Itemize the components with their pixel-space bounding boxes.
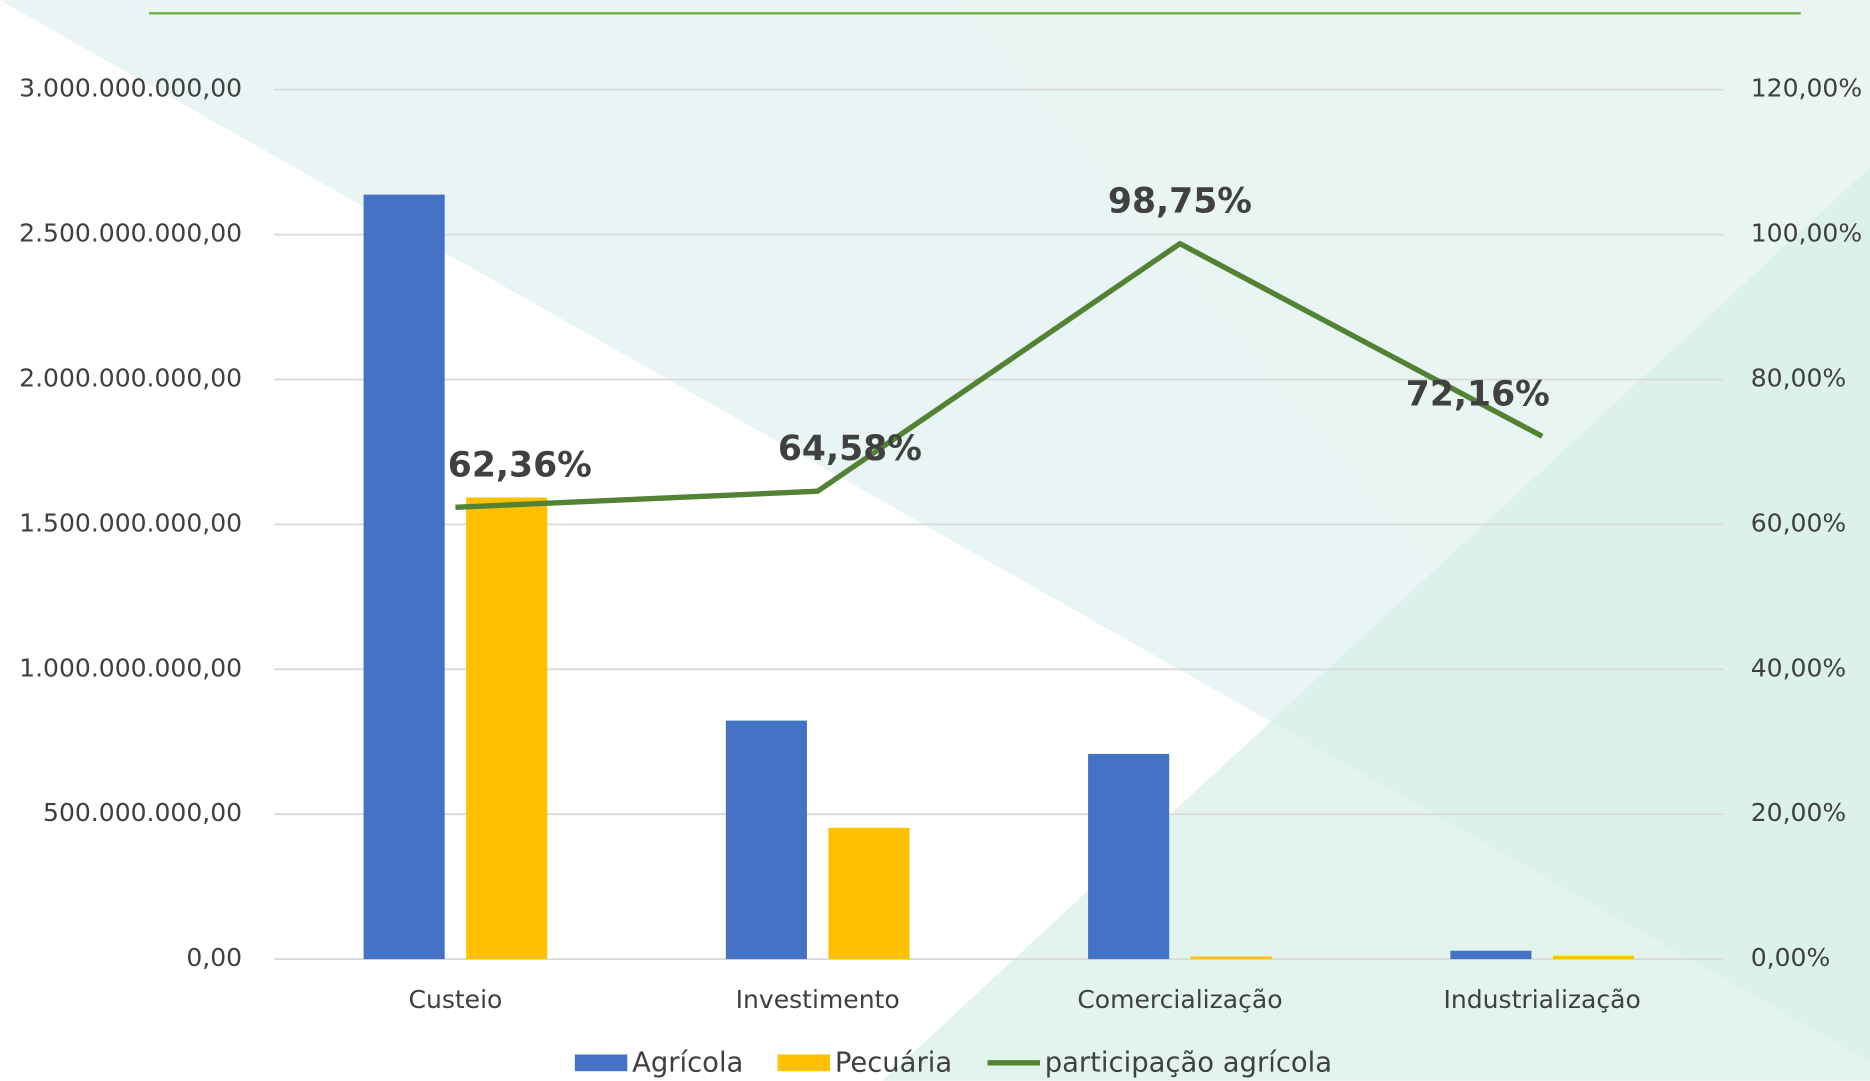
bar	[828, 827, 910, 960]
bar	[363, 194, 445, 960]
y2-tick-label: 120,00%	[1751, 74, 1862, 103]
bar	[1088, 753, 1170, 960]
y2-tick-label: 100,00%	[1751, 219, 1862, 248]
data-label: 62,36%	[448, 445, 592, 485]
y2-tick-label: 0,00%	[1751, 943, 1831, 972]
bar	[1552, 955, 1635, 960]
y-tick-label: 2.000.000.000,00	[19, 363, 242, 392]
legend-swatch	[574, 1054, 628, 1072]
x-tick-label: Comercialização	[1077, 985, 1282, 1014]
y2-tick-label: 20,00%	[1751, 798, 1846, 827]
data-label: 98,75%	[1108, 182, 1252, 222]
y2-tick-label: 60,00%	[1751, 508, 1846, 537]
y-tick-label: 2.500.000.000,00	[19, 219, 242, 248]
legend-label: Agrícola	[632, 1048, 743, 1079]
line	[455, 240, 1544, 510]
y2-tick-label: 80,00%	[1751, 363, 1846, 392]
y-tick-label: 500.000.000,00	[43, 798, 242, 827]
background-shape	[954, 0, 1870, 573]
legend-swatch	[777, 1054, 831, 1072]
y-tick-label: 3.000.000.000,00	[19, 74, 242, 103]
bar	[1190, 956, 1272, 960]
x-tick-label: Industrialização	[1444, 985, 1641, 1014]
y2-tick-label: 40,00%	[1751, 653, 1846, 682]
legend-label: Pecuária	[835, 1048, 952, 1079]
data-label: 72,16%	[1406, 374, 1550, 414]
y-tick-label: 0,00	[186, 943, 242, 972]
x-tick-label: Investimento	[736, 985, 900, 1014]
x-tick-label: Custeio	[408, 985, 502, 1014]
data-label: 64,58%	[778, 429, 922, 469]
y-tick-label: 1.500.000.000,00	[19, 508, 242, 537]
y-tick-label: 1.000.000.000,00	[19, 653, 242, 682]
bar	[466, 497, 548, 960]
bar	[725, 720, 807, 960]
bar	[1450, 950, 1532, 960]
legend-label: participação agrícola	[1045, 1048, 1332, 1079]
